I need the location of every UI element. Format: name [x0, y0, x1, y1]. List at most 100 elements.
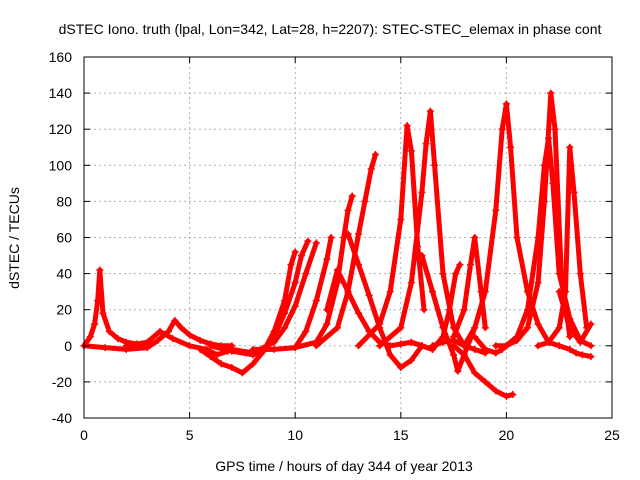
data-point: [355, 342, 363, 350]
data-point: [249, 360, 257, 368]
data-point: [340, 234, 348, 241]
data-point: [587, 342, 595, 350]
data-point: [407, 147, 415, 155]
series-25: [555, 288, 595, 346]
series-line: [451, 235, 488, 340]
data-point: [86, 333, 94, 341]
data-point: [186, 342, 194, 350]
data-point: [545, 338, 553, 346]
data-point: [270, 345, 278, 353]
y-tick-label: 0: [64, 338, 72, 354]
data-point: [323, 306, 331, 314]
y-tick-label: 160: [49, 49, 73, 65]
data-point: [344, 288, 352, 296]
data-point: [96, 266, 104, 274]
data-point: [186, 331, 194, 339]
data-point: [196, 345, 204, 353]
data-point: [576, 270, 584, 278]
y-tick-label: 100: [49, 157, 73, 173]
series-9: [312, 150, 379, 350]
data-point: [99, 309, 107, 317]
data-point: [312, 297, 320, 305]
data-point: [562, 288, 570, 296]
data-point: [513, 234, 521, 241]
y-tick-label: 120: [49, 121, 73, 137]
x-tick-label: 15: [393, 427, 409, 443]
data-point: [355, 261, 363, 269]
data-point: [576, 338, 584, 346]
series-7: [249, 234, 335, 353]
data-point: [298, 252, 306, 260]
data-point: [291, 344, 299, 352]
data-point: [327, 234, 335, 241]
data-point: [534, 234, 542, 241]
data-point: [509, 391, 517, 399]
data-point: [498, 125, 506, 133]
data-point: [333, 266, 341, 274]
series-23: [534, 143, 591, 350]
data-point: [270, 338, 278, 346]
data-point: [403, 122, 411, 130]
data-point: [420, 306, 428, 314]
data-point: [534, 279, 542, 287]
data-point: [154, 336, 162, 344]
data-point: [551, 125, 559, 133]
data-point: [114, 335, 122, 343]
data-point: [397, 215, 405, 223]
series-line: [123, 328, 231, 358]
data-point: [555, 288, 563, 296]
data-point: [397, 340, 405, 348]
data-point: [169, 335, 177, 343]
data-point: [422, 140, 430, 148]
data-point: [171, 317, 179, 325]
data-point: [91, 320, 99, 328]
data-point: [426, 107, 434, 115]
series-1: [80, 266, 151, 350]
data-point: [418, 342, 426, 350]
data-point: [460, 342, 468, 350]
data-point: [386, 351, 394, 359]
data-point: [587, 353, 595, 361]
data-point: [460, 351, 468, 359]
data-point: [207, 342, 215, 350]
data-point: [304, 237, 312, 245]
data-point: [281, 324, 289, 332]
data-point: [555, 270, 563, 278]
y-tick-label: -40: [52, 410, 72, 426]
data-point: [566, 324, 574, 332]
data-point: [156, 327, 164, 335]
data-point: [323, 255, 331, 263]
data-point: [524, 306, 532, 314]
series-layer: [80, 89, 595, 400]
data-point: [177, 324, 185, 332]
data-point: [545, 134, 553, 142]
data-point: [540, 161, 548, 169]
y-tick-label: 80: [56, 193, 72, 209]
data-point: [105, 327, 113, 335]
x-tick-label: 20: [499, 427, 515, 443]
data-point: [502, 100, 510, 108]
data-point: [287, 261, 295, 269]
data-point: [481, 345, 489, 353]
data-point: [452, 270, 460, 278]
data-point: [471, 369, 479, 377]
data-point: [312, 239, 320, 247]
series-line: [461, 101, 552, 349]
data-point: [217, 360, 225, 368]
series-line: [81, 267, 150, 349]
data-point: [471, 324, 479, 332]
data-point: [566, 143, 574, 151]
data-point: [407, 279, 415, 287]
data-point: [431, 161, 439, 169]
series-line: [356, 123, 427, 349]
data-point: [555, 324, 563, 332]
data-point: [407, 338, 415, 346]
data-point: [570, 188, 578, 196]
data-point: [587, 320, 595, 328]
data-point: [367, 165, 375, 173]
data-point: [555, 342, 563, 350]
y-tick-label: 20: [56, 302, 72, 318]
data-point: [143, 338, 151, 346]
data-point: [397, 324, 405, 332]
data-point: [566, 345, 574, 353]
